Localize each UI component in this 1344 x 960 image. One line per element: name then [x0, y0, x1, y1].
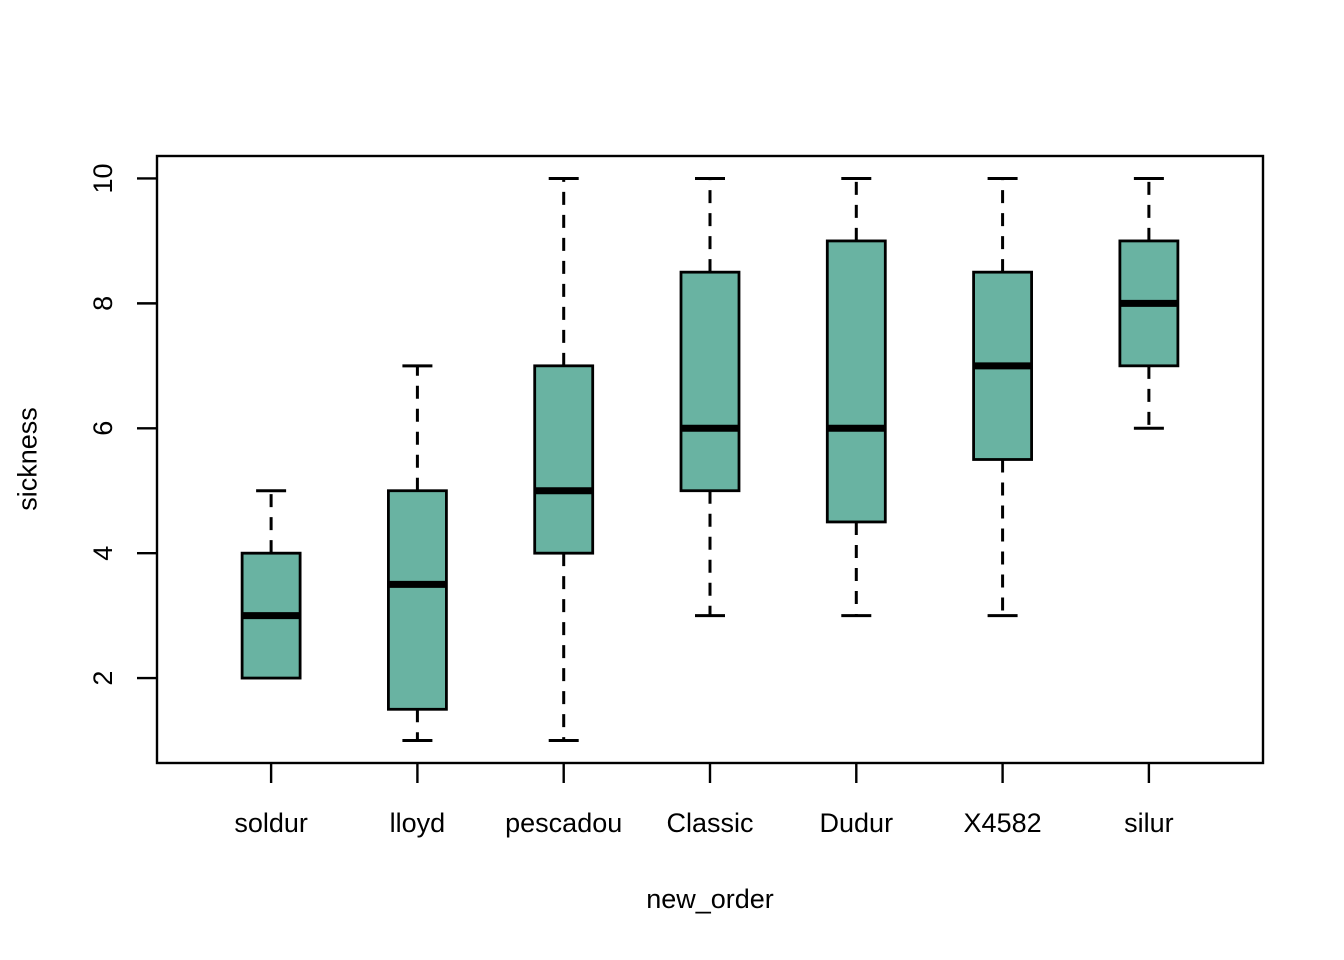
boxplot-group-Classic	[679, 176, 741, 618]
x-tick-label: pescadou	[505, 808, 622, 838]
x-tick-label: lloyd	[390, 808, 446, 838]
y-tick-label: 6	[88, 421, 118, 436]
y-tick-label: 4	[88, 546, 118, 561]
y-axis-title: sickness	[12, 407, 43, 511]
y-tick-label: 2	[88, 671, 118, 686]
x-tick-label: Dudur	[820, 808, 894, 838]
x-tick-label: soldur	[234, 808, 308, 838]
y-tick-label: 8	[88, 296, 118, 311]
boxplot-group-pescadou	[533, 176, 595, 743]
x-tick-label: Classic	[666, 808, 753, 838]
box-lloyd	[387, 489, 448, 711]
boxplot-group-soldur	[240, 489, 302, 680]
x-tick-label: silur	[1124, 808, 1174, 838]
box-Classic	[679, 270, 741, 493]
boxplot-group-silur	[1118, 176, 1180, 430]
x-axis-title: new_order	[646, 884, 774, 914]
boxplot-group-lloyd	[387, 364, 448, 743]
y-tick-label: 10	[88, 163, 118, 193]
x-tick-label: X4582	[964, 808, 1042, 838]
boxplot-group-Dudur	[825, 176, 887, 618]
box-Dudur	[825, 239, 887, 524]
box-pescadou	[533, 364, 595, 555]
boxplot-group-X4582	[972, 176, 1033, 618]
